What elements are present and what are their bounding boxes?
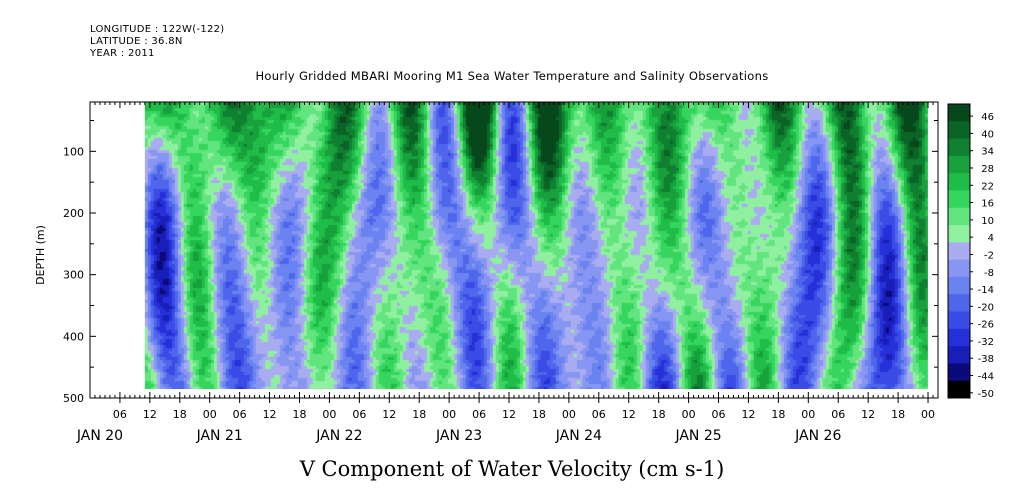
y-axis-label: DEPTH (m) — [34, 225, 47, 285]
x-hour-tick-label: 00 — [801, 408, 815, 421]
y-tick-label: 200 — [63, 207, 84, 220]
x-day-label: JAN 22 — [315, 428, 362, 444]
colorbar-swatch — [948, 363, 970, 382]
y-tick-label: 500 — [63, 392, 84, 405]
colorbar-label: 10 — [981, 216, 994, 227]
colorbar-label: -20 — [978, 302, 994, 313]
x-day-label: JAN 21 — [196, 428, 243, 444]
x-hour-tick-label: 12 — [382, 408, 396, 421]
x-axis-label: V Component of Water Velocity (cm s-1) — [299, 457, 725, 481]
year-label: YEAR : 2011 — [90, 48, 155, 59]
colorbar-label: 34 — [981, 147, 994, 158]
colorbar-swatch — [948, 328, 970, 347]
colorbar-swatch — [948, 294, 970, 313]
colorbar-label: 4 — [988, 233, 994, 244]
axes: 06 12 18 00 06 12 18 00 06 12 18 00 06 12 18 00 06 12 18 00… — [63, 101, 939, 444]
x-hour-tick-label: 18 — [412, 408, 426, 421]
x-hour-tick-label: 00 — [203, 408, 217, 421]
x-hour-tick-label: 18 — [173, 408, 187, 421]
colorbar-label: -50 — [978, 389, 994, 400]
x-hour-tick-label: 00 — [921, 408, 935, 421]
y-tick-label: 100 — [63, 145, 84, 158]
colorbar: 46 40 34 28 22 16 10 4 -2 -8 -14 -20 -26 -32 -38 -44 -50 — [947, 103, 994, 400]
x-hour-tick-label: 00 — [682, 408, 696, 421]
colorbar-frame — [947, 103, 971, 399]
x-hour-tick-label: 06 — [712, 408, 726, 421]
x-day-label: JAN 24 — [555, 428, 602, 444]
x-hour-tick-label: 06 — [592, 408, 606, 421]
colorbar-swatch — [948, 121, 970, 140]
chart-title: Hourly Gridded MBARI Mooring M1 Sea Wate… — [255, 69, 768, 83]
x-hour-tick-label: 12 — [622, 408, 636, 421]
x-hour-tick-label: 06 — [472, 408, 486, 421]
colorbar-label: 40 — [981, 129, 994, 140]
colorbar-swatch — [948, 242, 970, 261]
colorbar-label: -44 — [978, 372, 994, 383]
colorbar-label: -2 — [984, 250, 994, 261]
x-hour-tick-label: 12 — [861, 408, 875, 421]
x-day-label: JAN 26 — [794, 428, 841, 444]
x-hour-tick-label: 18 — [532, 408, 546, 421]
colorbar-label: 46 — [981, 112, 994, 123]
colorbar-swatch — [948, 380, 970, 399]
x-hour-tick-label: 18 — [293, 408, 307, 421]
x-hour-tick-label: 00 — [442, 408, 456, 421]
colorbar-swatch — [948, 276, 970, 295]
x-day-label: JAN 20 — [76, 428, 123, 444]
x-hour-tick-label: 18 — [891, 408, 905, 421]
colorbar-label: -8 — [984, 268, 994, 279]
x-hour-tick-label: 06 — [113, 408, 127, 421]
x-day-label: JAN 25 — [674, 428, 721, 444]
x-hour-tick-label: 12 — [741, 408, 755, 421]
y-tick-label: 400 — [63, 330, 84, 343]
x-hour-tick-label: 06 — [352, 408, 366, 421]
colorbar-swatch — [948, 173, 970, 191]
x-hour-tick-label: 18 — [652, 408, 666, 421]
velocity-field — [144, 102, 928, 389]
x-hour-tick-label: 12 — [263, 408, 277, 421]
plot-area — [144, 102, 928, 389]
colorbar-swatch — [948, 346, 970, 364]
colorbar-swatch — [948, 207, 970, 226]
x-day-label: JAN 23 — [435, 428, 482, 444]
x-hour-tick-label: 12 — [143, 408, 157, 421]
longitude-label: LONGITUDE : 122W(-122) — [90, 24, 225, 35]
y-tick-label: 300 — [63, 269, 84, 282]
x-hour-tick-label: 00 — [322, 408, 336, 421]
colorbar-label: -14 — [978, 285, 994, 296]
colorbar-swatch — [948, 155, 970, 174]
colorbar-label: -26 — [978, 320, 994, 331]
colorbar-swatch — [948, 104, 970, 122]
colorbar-swatch — [948, 138, 970, 157]
colorbar-label: 22 — [981, 181, 994, 192]
x-hour-tick-label: 06 — [831, 408, 845, 421]
colorbar-label: -38 — [978, 354, 994, 365]
colorbar-label: 16 — [981, 199, 994, 210]
colorbar-swatch — [948, 190, 970, 209]
latitude-label: LATITUDE : 36.8N — [90, 36, 183, 47]
colorbar-swatch — [948, 259, 970, 278]
colorbar-swatch — [948, 225, 970, 243]
x-hour-tick-label: 06 — [233, 408, 247, 421]
x-hour-tick-label: 12 — [502, 408, 516, 421]
colorbar-swatch — [948, 311, 970, 330]
colorbar-label: 28 — [981, 164, 994, 175]
x-hour-tick-label: 18 — [771, 408, 785, 421]
colorbar-label: -32 — [978, 337, 994, 348]
x-hour-tick-label: 00 — [562, 408, 576, 421]
